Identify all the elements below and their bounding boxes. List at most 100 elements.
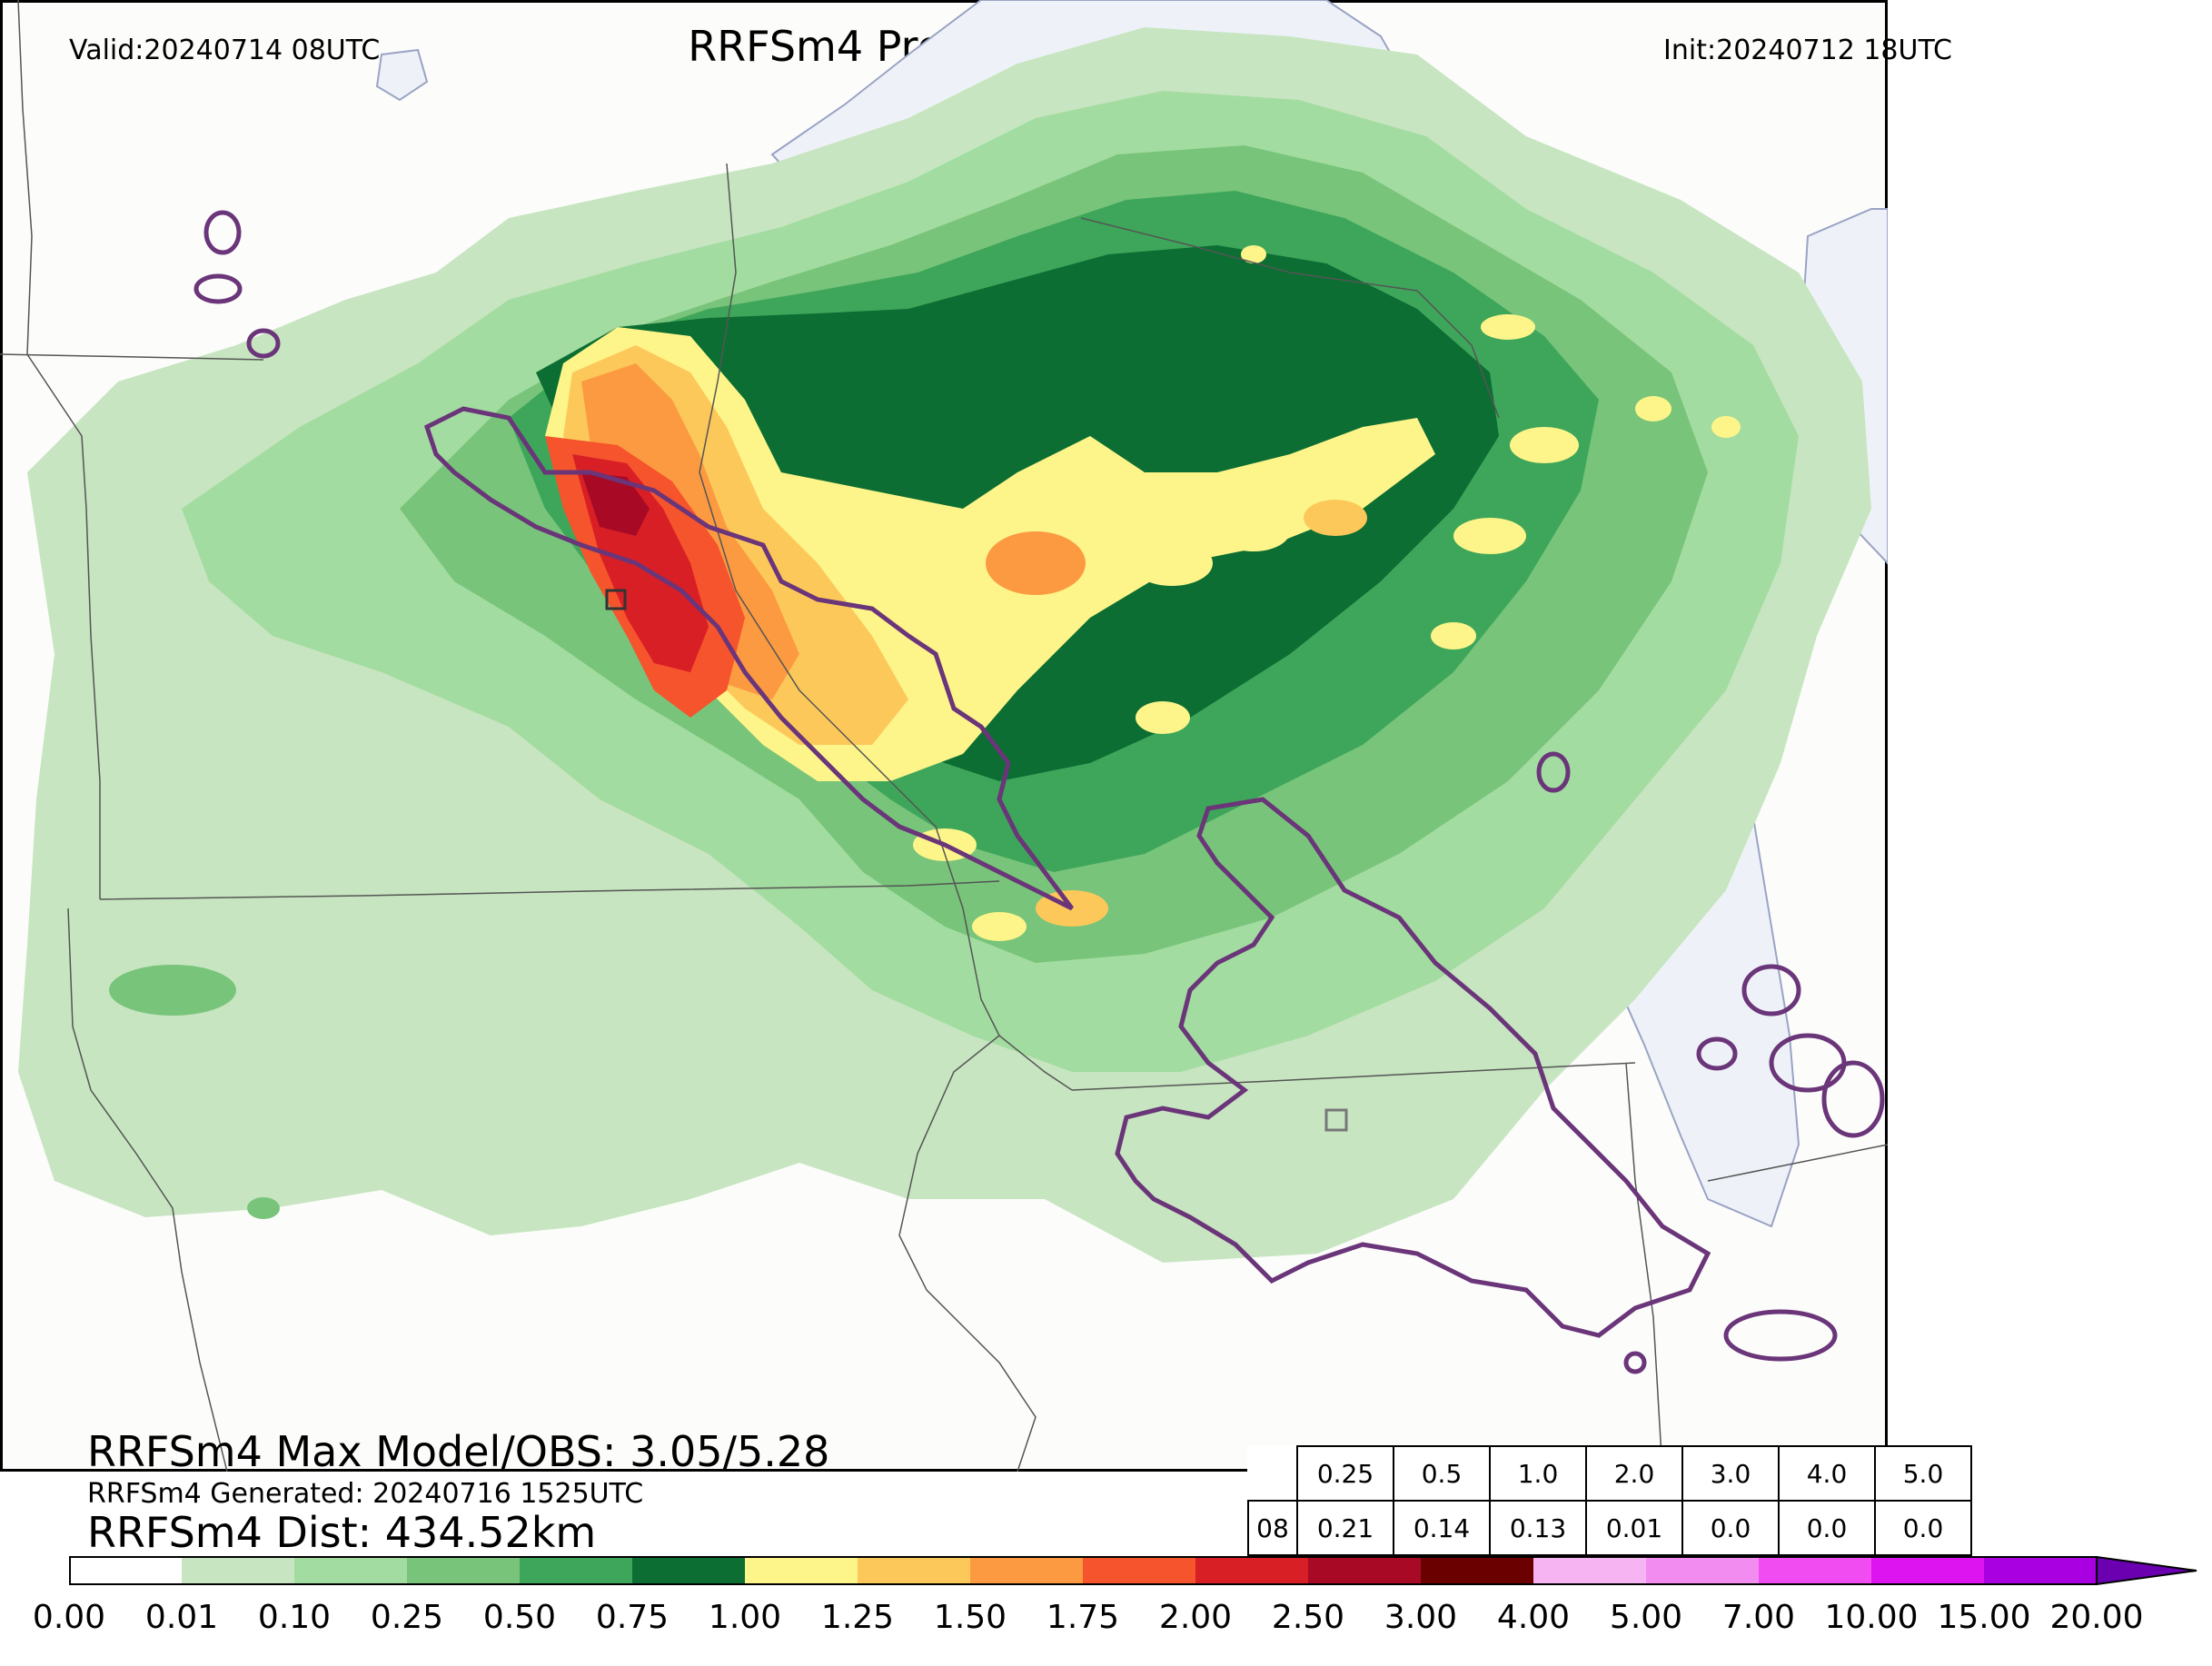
score-cell: 0.0 [1874, 1500, 1972, 1556]
obs-contours [193, 210, 1885, 1374]
colorbar-tick-label: 2.00 [1158, 1599, 1233, 1636]
precip-cell [1635, 396, 1671, 421]
threshold-cell: 2.0 [1585, 1445, 1683, 1502]
colorbar-tick-label: 1.00 [708, 1599, 782, 1636]
colorbar-segment [1871, 1557, 1984, 1584]
border-line [17, 0, 101, 899]
colorbar-segment [1421, 1557, 1533, 1584]
model-max-marker [605, 589, 627, 610]
precip-band-2.50 [581, 472, 650, 536]
colorbar-tick-label: 0.75 [595, 1599, 670, 1636]
obs-contour [1741, 964, 1801, 1016]
table-corner [1248, 1446, 1297, 1501]
precip-cell [1431, 622, 1476, 650]
colorbar-segment [294, 1557, 407, 1584]
precip-cell [1711, 416, 1741, 438]
threshold-cell: 1.0 [1489, 1445, 1587, 1502]
colorbar-tick-label: 1.25 [820, 1599, 895, 1636]
colorbar-tick-label: 0.01 [144, 1599, 219, 1636]
obs-contour [1821, 1060, 1885, 1138]
colorbar-segment [69, 1557, 182, 1584]
colorbar-tick-label: 2.50 [1271, 1599, 1345, 1636]
state-borders [0, 0, 1888, 1472]
threshold-cell: 0.25 [1296, 1445, 1394, 1502]
colorbar-segment [1759, 1557, 1871, 1584]
colorbar-segment [1308, 1557, 1421, 1584]
obs-contour [1536, 751, 1571, 793]
max-model-obs-label: RRFSm4 Max Model/OBS: 3.05/5.28 [87, 1427, 830, 1476]
score-cell: 0.13 [1489, 1500, 1587, 1556]
border-line [898, 1035, 1037, 1472]
threshold-cell: 3.0 [1681, 1445, 1780, 1502]
colorbar-tick-label: 5.00 [1609, 1599, 1683, 1636]
colorbar-tick-label: 0.50 [482, 1599, 557, 1636]
init-time-label: Init:20240712 18UTC [1663, 35, 1952, 66]
colorbar-tick-label: 20.00 [2049, 1599, 2144, 1636]
threshold-cell: 0.5 [1393, 1445, 1491, 1502]
colorbar-segment [407, 1557, 520, 1584]
colorbar-tick-label: 1.75 [1046, 1599, 1120, 1636]
border-line [99, 880, 1000, 900]
border-line [67, 907, 228, 1472]
threshold-header-row: 0.25 0.5 1.0 2.0 3.0 4.0 5.0 [1248, 1445, 1972, 1502]
score-row: 08 0.21 0.14 0.13 0.01 0.0 0.0 0.0 [1247, 1500, 1972, 1556]
valid-time-label: Valid:20240714 08UTC [69, 35, 381, 66]
score-cell: 0.0 [1681, 1500, 1780, 1556]
colorbar-tick-label: 0.00 [32, 1599, 106, 1636]
precip-cell [1241, 245, 1266, 263]
lake-nw [375, 48, 429, 102]
precip-map[interactable] [0, 0, 1888, 1472]
colorbar-segment [520, 1557, 632, 1584]
border-line [1707, 1144, 1888, 1182]
precip-cell [1136, 701, 1190, 734]
threshold-cell: 5.0 [1874, 1445, 1972, 1502]
threshold-cell: 4.0 [1778, 1445, 1876, 1502]
colorbar-segment [1195, 1557, 1308, 1584]
colorbar-segment [745, 1557, 858, 1584]
precip-cell [109, 965, 236, 1016]
colorbar-segment [970, 1557, 1083, 1584]
colorbar-segment [1083, 1557, 1195, 1584]
obs-contour [1115, 797, 1711, 1338]
score-cell: 0.14 [1393, 1500, 1491, 1556]
colorbar-segment [182, 1557, 294, 1584]
colorbar-tick-label: 10.00 [1824, 1599, 1919, 1636]
score-cell: 0.0 [1778, 1500, 1876, 1556]
colorbar-segment [1533, 1557, 1646, 1584]
colorbar-extend-arrow [2096, 1555, 2197, 1586]
precip-cell [1481, 314, 1535, 340]
obs-contour [1623, 1351, 1647, 1374]
colorbar-tick-label: 0.10 [257, 1599, 332, 1636]
obs-contour [203, 210, 242, 255]
precip-cell [1453, 518, 1526, 554]
colorbar-segment [632, 1557, 745, 1584]
precip-cell [1131, 540, 1213, 586]
colorbar-segment [1984, 1557, 2097, 1584]
border-line [1071, 1062, 1636, 1091]
colorbar [69, 1555, 2197, 1586]
precip-cell [1304, 500, 1367, 536]
colorbar-tick-label: 15.00 [1937, 1599, 2031, 1636]
border-line [1625, 1062, 1663, 1472]
border-line [0, 353, 264, 361]
obs-contour [423, 406, 1074, 911]
obs-contour [193, 273, 243, 304]
precip-cell [1510, 427, 1579, 463]
precip-cell [247, 1197, 280, 1219]
row-label-cell: 08 [1247, 1500, 1298, 1556]
colorbar-tick-label: 3.00 [1384, 1599, 1458, 1636]
colorbar-tick-label: 1.50 [933, 1599, 1007, 1636]
precip-cell [1217, 511, 1290, 551]
score-cell: 0.21 [1296, 1500, 1394, 1556]
precip-cell [972, 912, 1027, 941]
precip-cell [986, 531, 1086, 595]
obs-contour [1723, 1309, 1838, 1362]
colorbar-tick-label: 4.00 [1496, 1599, 1571, 1636]
colorbar-tick-label: 7.00 [1721, 1599, 1796, 1636]
generated-label: RRFSm4 Generated: 20240716 1525UTC [87, 1478, 644, 1510]
colorbar-segment [858, 1557, 970, 1584]
obs-contour [1696, 1036, 1738, 1071]
map-canvas [0, 0, 1888, 1472]
obs-max-marker [1324, 1108, 1348, 1132]
distance-label: RRFSm4 Dist: 434.52km [87, 1508, 597, 1557]
